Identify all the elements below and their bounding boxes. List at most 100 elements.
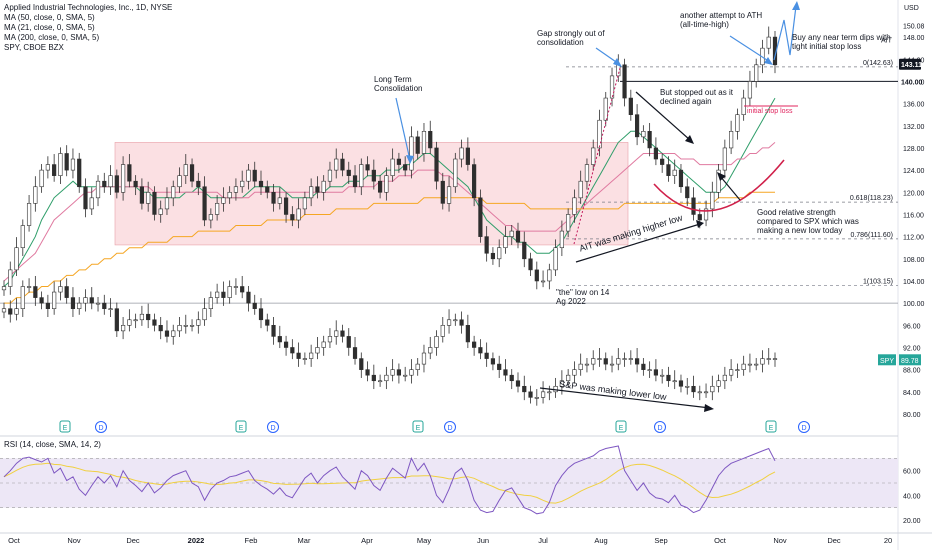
x-tick-label: May xyxy=(417,536,431,545)
spy-candle-body xyxy=(83,297,88,304)
ait-candle-body xyxy=(672,169,677,176)
dividend-marker-label: D xyxy=(801,425,806,432)
spy-candle-body xyxy=(403,374,408,377)
spy-candle-body xyxy=(33,286,38,298)
ait-candle-body xyxy=(139,186,145,204)
ait-candle-body xyxy=(584,164,590,182)
spy-candle-body xyxy=(409,369,414,376)
ait-candle-body xyxy=(415,136,420,154)
fib-label: 1(103.15) xyxy=(863,279,893,286)
ait-candle-body xyxy=(352,175,358,188)
ait-candle-body xyxy=(609,75,615,99)
ait-candle-body xyxy=(114,175,119,193)
spy-candle-body xyxy=(415,363,420,370)
ait-candle-body xyxy=(315,186,320,193)
earnings-marker-label: E xyxy=(239,425,244,432)
spy-candle-body xyxy=(722,374,727,382)
note-long-term: Long Term Consolidation xyxy=(374,75,423,93)
spy-candle-body xyxy=(70,297,76,309)
ait-candle-body xyxy=(453,158,458,188)
ait-candle-body xyxy=(434,147,439,182)
spy-candle-body xyxy=(202,308,207,321)
ait-candle-body xyxy=(459,147,464,160)
x-tick-label: Apr xyxy=(361,536,373,545)
earnings-marker xyxy=(59,420,71,433)
ait-candle-body xyxy=(95,180,101,199)
ait-candle-body xyxy=(359,164,364,188)
ait-candle-body xyxy=(710,191,715,210)
ait-candle-body xyxy=(290,214,295,221)
ait-candle-body xyxy=(371,169,376,182)
ait-candle-body xyxy=(277,197,282,204)
spy-candle-body xyxy=(309,352,314,359)
spy-candle-body xyxy=(741,363,746,370)
spy-candle-body xyxy=(710,385,715,393)
earnings-marker-label: E xyxy=(619,425,624,432)
ait-candle-body xyxy=(553,247,558,271)
level-price-badge-bg xyxy=(899,75,921,87)
x-tick-label: Nov xyxy=(773,536,787,545)
spy-candle-body xyxy=(133,319,138,322)
spy-candle-body xyxy=(490,358,496,365)
spy-candle-body xyxy=(641,363,646,370)
note-buy: Buy any near term dips with tight initia… xyxy=(792,33,891,51)
x-tick-label: Dec xyxy=(827,536,841,545)
ait-candle-body xyxy=(390,158,395,176)
spy-candle-body xyxy=(703,391,709,394)
spy-candle-body xyxy=(246,291,251,304)
spy-candle-body xyxy=(478,347,483,354)
spy-candle-body xyxy=(691,385,696,393)
y-tick-label: 108.00 xyxy=(903,257,925,264)
spy-candle-body xyxy=(114,308,119,332)
ait-candle-body xyxy=(146,191,151,204)
ait-candle-body xyxy=(559,230,564,249)
dividend-marker xyxy=(95,421,107,433)
ait-candle-body xyxy=(616,64,621,77)
ait-candle-body xyxy=(603,97,608,121)
spy-candle-body xyxy=(64,286,69,298)
y-tick-label: 112.00 xyxy=(903,235,924,242)
x-tick-label: Feb xyxy=(245,536,258,545)
spy-candle-body xyxy=(265,319,270,326)
spy-candle-body xyxy=(384,374,389,382)
ait-candle-body xyxy=(233,186,239,193)
spy-candle-body xyxy=(1,308,7,313)
spy-candle-body xyxy=(534,397,539,399)
spy-candle-body xyxy=(522,385,527,393)
spy-candle-body xyxy=(89,297,94,304)
y-tick-label: 84.00 xyxy=(903,390,921,397)
ait-candle-body xyxy=(403,164,408,171)
ait-candle-body xyxy=(478,197,483,237)
spy-candle-body xyxy=(352,347,358,359)
ait-candle-body xyxy=(108,175,113,188)
ait-candle-body xyxy=(446,186,452,204)
ait-candle-body xyxy=(246,169,251,182)
ait-candle-body xyxy=(653,147,659,160)
note-the-low: "the" low on 14 Ag 2022 xyxy=(556,288,610,306)
spy-candle-body xyxy=(277,336,282,343)
spy-candle-body xyxy=(559,380,564,387)
fib-label: 0.618(118.23) xyxy=(850,195,893,202)
spy-candle-body xyxy=(20,286,25,309)
x-tick-label: Oct xyxy=(714,536,727,545)
spy-candle-body xyxy=(120,325,126,332)
spy-candle-body xyxy=(735,369,740,371)
level-price-badge: 140.00 xyxy=(901,79,923,86)
time-axis: Oct Nov Dec 2022 Feb Mar Apr May Jun Jul Aug Sep Oct… xyxy=(8,536,892,545)
x-tick-label: Nov xyxy=(67,536,81,545)
spy-candle-body xyxy=(672,380,677,383)
spy-price-bg xyxy=(899,354,921,366)
ait-candle-body xyxy=(691,197,696,215)
spy-candle-body xyxy=(146,313,151,321)
y-tick-label: 104.00 xyxy=(903,279,925,286)
spy-candle-body xyxy=(716,380,721,387)
ait-candle-body xyxy=(177,175,182,188)
ait-candle-body xyxy=(340,158,345,171)
currency-label: USD xyxy=(904,5,919,12)
ait-candle-body xyxy=(766,36,771,49)
spy-candle-body xyxy=(628,358,633,360)
x-tick-label: Jul xyxy=(538,536,548,545)
spy-candle-body xyxy=(164,330,170,337)
spy-candle-body xyxy=(584,363,590,366)
ait-candle-body xyxy=(196,180,201,188)
